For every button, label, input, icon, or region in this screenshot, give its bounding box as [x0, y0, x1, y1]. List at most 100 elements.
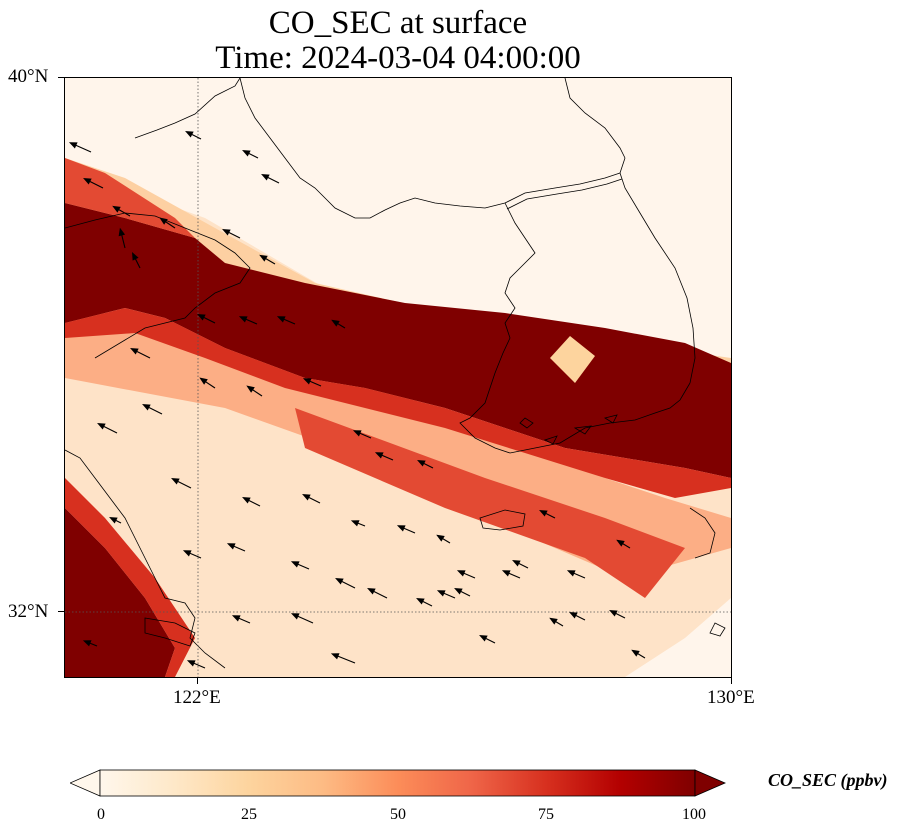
wind-arrow-head	[456, 570, 466, 577]
wind-arrow-head	[142, 404, 151, 411]
colorbar-tick-75: 75	[538, 806, 554, 823]
wind-arrow-head	[261, 174, 270, 181]
coastline-yangtze-mouth	[144, 617, 196, 647]
coastline-liaodong-bohai	[134, 78, 241, 139]
wind-arrow-head	[549, 617, 558, 625]
wind-arrow-head	[112, 205, 121, 213]
wind-arrow-head	[276, 316, 286, 323]
field-red-southwest-rim	[65, 478, 195, 677]
wind-arrow-head	[616, 539, 625, 547]
wind-arrow-head	[186, 660, 196, 667]
colorbar-extend-max	[694, 769, 727, 797]
coastline-korea-west	[459, 202, 536, 454]
wind-arrow-head	[222, 229, 231, 236]
wind-arrow-head	[501, 570, 511, 577]
coastline-northeast	[564, 78, 626, 159]
colorbar-tick-50: 50	[390, 806, 406, 823]
lon-tick-mark-130	[731, 678, 732, 684]
field-dark-band	[65, 203, 731, 478]
colorbar-svg	[68, 769, 727, 797]
concentration-field	[65, 158, 731, 677]
wind-arrow-head	[109, 517, 118, 524]
field-red-rim	[65, 308, 731, 498]
gridlines	[65, 78, 731, 677]
wind-arrow-head	[367, 588, 376, 595]
wind-arrow-head	[396, 525, 406, 532]
coastline-korea-south	[509, 382, 691, 454]
wind-arrow-head	[330, 653, 340, 660]
wind-arrow-head	[631, 649, 640, 657]
wind-arrow-head	[185, 131, 194, 138]
map-svg	[65, 78, 731, 677]
colorbar-title: CO_SEC (ppbv)	[768, 770, 888, 790]
wind-arrow-head	[242, 497, 251, 504]
coastline-liaoning	[239, 78, 506, 219]
coastline-dprk-border	[504, 172, 621, 204]
coastlines	[65, 78, 726, 669]
wind-arrow-head	[130, 348, 139, 355]
wind-arrow-head	[335, 578, 344, 585]
wind-arrow-head	[352, 430, 362, 437]
wind-arrow-head	[199, 377, 208, 385]
coastline-korea-east	[619, 157, 696, 384]
lat-tick-label-40: 40°N	[8, 66, 49, 87]
map-subtitle-time: Time: 2024-03-04 04:00:00	[215, 40, 581, 76]
wind-arrow-head	[259, 254, 268, 262]
wind-arrow-head	[159, 217, 168, 225]
wind-arrow-head	[302, 378, 312, 385]
coastline-shandong	[65, 212, 251, 359]
coastline-kyushu-islet	[709, 622, 726, 637]
wind-arrow-head	[512, 560, 521, 567]
field-light-pocket	[550, 336, 595, 383]
wind-arrow-head	[82, 640, 92, 647]
wind-arrow-head	[416, 598, 425, 605]
colorbar-tick-100: 100	[682, 806, 706, 823]
wind-arrow-head	[436, 590, 446, 597]
coastline-dprk-border-2	[506, 178, 623, 210]
map-panel	[64, 77, 732, 678]
wind-arrow-head	[609, 610, 618, 617]
lat-tick-mark-40	[58, 77, 64, 78]
wind-arrow-head	[290, 561, 300, 568]
wind-arrow-head	[569, 612, 578, 619]
wind-arrow-head	[436, 534, 445, 542]
lat-tick-mark-32	[58, 611, 64, 612]
wind-arrow-head	[132, 252, 139, 261]
wind-arrow-head	[246, 385, 255, 393]
wind-arrow-head	[83, 178, 92, 185]
field-dark-southwest	[65, 508, 175, 677]
wind-arrow-head	[302, 494, 311, 501]
lon-tick-label-122: 122°E	[173, 687, 221, 708]
colorbar-tick-25: 25	[241, 806, 257, 823]
wind-arrow-head	[68, 142, 78, 149]
coastline-japan-tsushima	[689, 507, 716, 559]
colorbar-gradient	[99, 769, 696, 797]
coastline-jeju	[479, 509, 526, 531]
map-title: CO_SEC at surface	[268, 5, 528, 41]
lat-tick-label-32: 32°N	[8, 601, 49, 622]
coastline-jiangsu	[65, 449, 226, 669]
wind-arrow-head	[231, 615, 241, 622]
colorbar-tick-0: 0	[97, 806, 105, 823]
wind-arrow-shaft	[334, 654, 356, 664]
wind-arrow-head	[331, 319, 340, 327]
wind-arrow-head	[454, 588, 463, 595]
wind-arrow-head	[242, 150, 251, 157]
wind-vectors	[68, 131, 646, 669]
wind-arrow-head	[290, 613, 300, 620]
lon-tick-label-130: 130°E	[707, 687, 755, 708]
field-red-lower-band	[295, 408, 685, 598]
wind-arrow-head	[97, 423, 106, 430]
wind-arrow-head	[417, 460, 426, 467]
wind-arrow-head	[238, 316, 248, 323]
wind-arrow-head	[350, 520, 360, 527]
wind-arrow-head	[171, 478, 180, 485]
wind-arrow-head	[479, 635, 488, 642]
wind-arrow-head	[197, 314, 206, 321]
colorbar	[68, 768, 727, 798]
wind-arrow-head	[566, 570, 576, 577]
wind-arrow-head	[226, 543, 236, 550]
lon-tick-mark-122	[197, 678, 198, 684]
wind-arrow-head	[374, 452, 384, 459]
wind-arrow-head	[182, 550, 192, 557]
